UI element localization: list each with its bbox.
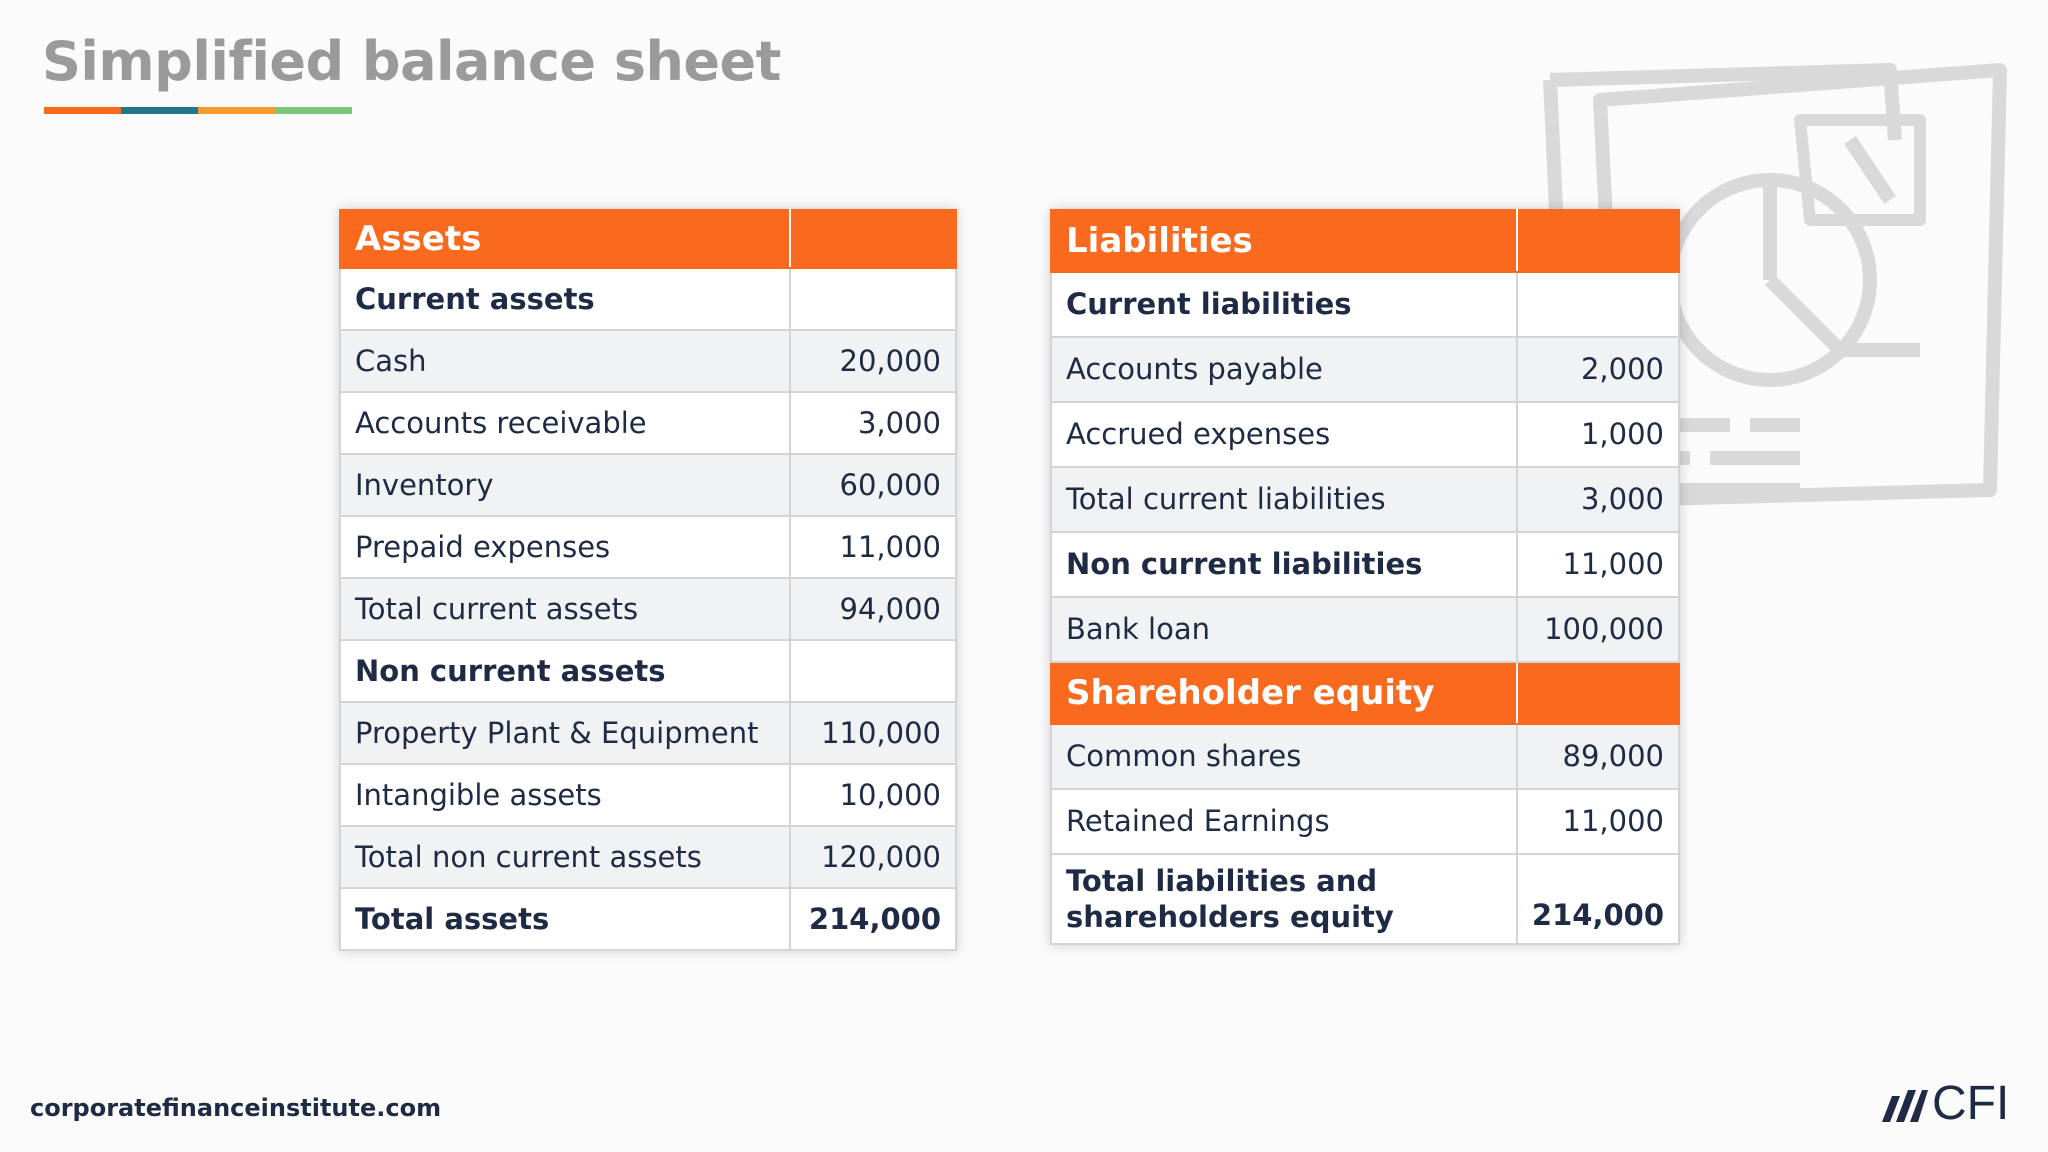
- table-row: Inventory 60,000: [339, 453, 957, 517]
- table-row: Total current liabilities 3,000: [1050, 466, 1681, 533]
- table-row: Current assets: [339, 267, 957, 331]
- total-assets-row: Total assets 214,000: [339, 887, 957, 951]
- equity-header: Shareholder equity: [1050, 661, 1518, 725]
- liabilities-header: Liabilities: [1050, 209, 1518, 273]
- table-row: Retained Earnings 11,000: [1050, 788, 1681, 855]
- logo-text: CFI: [1932, 1077, 2010, 1130]
- page-title: Simplified balance sheet: [42, 30, 782, 93]
- chart-document-icon: [1543, 63, 2007, 510]
- table-row: Accounts payable 2,000: [1050, 336, 1681, 403]
- table-row: Bank loan 100,000: [1050, 596, 1681, 663]
- table-row: Common shares 89,000: [1050, 723, 1681, 790]
- table-row: Prepaid expenses 11,000: [339, 515, 957, 579]
- assets-table: Assets Current assets Cash 20,000 Accoun…: [339, 209, 957, 951]
- table-row: Current liabilities: [1050, 271, 1681, 338]
- total-liabilities-equity-row: Total liabilities and shareholders equit…: [1050, 853, 1681, 945]
- table-row: Property Plant & Equipment 110,000: [339, 701, 957, 765]
- table-row: Total current assets 94,000: [339, 577, 957, 641]
- table-row: Accrued expenses 1,000: [1050, 401, 1681, 468]
- table-row: Cash 20,000: [339, 329, 957, 393]
- table-row: Accounts receivable 3,000: [339, 391, 957, 455]
- title-underline: [44, 107, 352, 114]
- liabilities-table: Liabilities Current liabilities Accounts…: [1050, 209, 1681, 945]
- cfi-logo: CFI: [1880, 1076, 2009, 1131]
- assets-header: Assets: [339, 209, 791, 269]
- footer-url[interactable]: corporatefinanceinstitute.com: [30, 1094, 442, 1122]
- table-row: Non current assets: [339, 639, 957, 703]
- table-row: Total non current assets 120,000: [339, 825, 957, 889]
- table-row: Intangible assets 10,000: [339, 763, 957, 827]
- cfi-slashes-icon: [1882, 1089, 1928, 1122]
- table-row: Non current liabilities 11,000: [1050, 531, 1681, 598]
